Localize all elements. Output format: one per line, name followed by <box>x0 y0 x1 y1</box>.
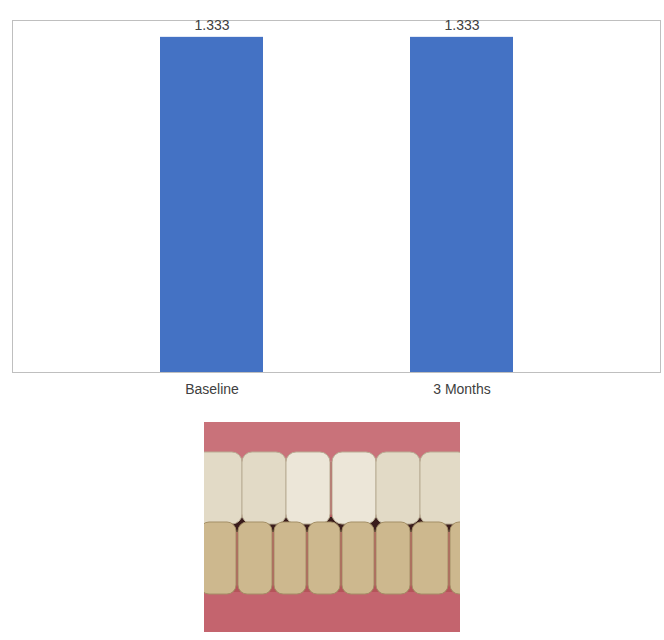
svg-text:1.333: 1.333 <box>444 17 479 33</box>
svg-text:Baseline: Baseline <box>185 381 239 397</box>
svg-text:3 Months: 3 Months <box>433 381 491 397</box>
svg-text:1.333: 1.333 <box>194 17 229 33</box>
